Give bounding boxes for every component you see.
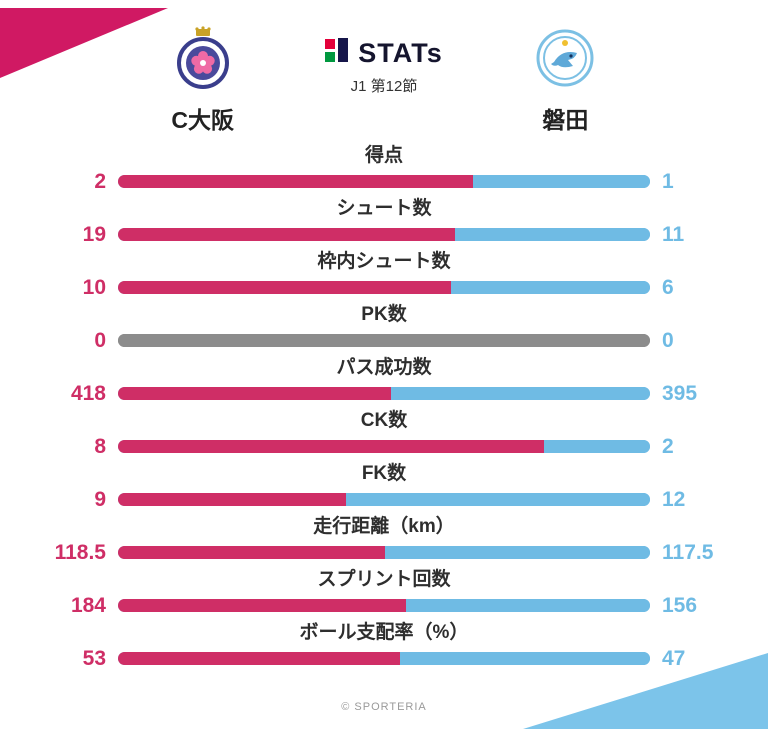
home-stat-value: 418 — [70, 382, 106, 405]
stats-list: 得点 2 1 シュート数 19 11 枠内シュート数 10 — [0, 135, 768, 673]
stat-row-corners: CK数 8 2 — [30, 408, 738, 461]
home-stat-value: 9 — [94, 488, 106, 511]
away-stat-value: 395 — [662, 382, 698, 405]
stat-label: シュート数 — [336, 198, 432, 219]
stat-row-goals: 得点 2 1 — [30, 143, 738, 196]
stat-row-passes: パス成功数 418 395 — [30, 355, 738, 408]
stat-bar — [118, 440, 650, 453]
away-stat-value: 0 — [662, 329, 674, 352]
stat-bar — [118, 652, 650, 665]
away-bar-segment — [472, 175, 650, 188]
stat-label: 得点 — [364, 145, 403, 166]
stat-row-freekicks: FK数 9 12 — [30, 461, 738, 514]
header: C大阪 STATs J1 第12節 磐田 — [0, 0, 768, 135]
credit-text: © SPORTERIA — [341, 701, 427, 713]
home-bar-segment — [118, 493, 347, 506]
stat-bar — [118, 599, 650, 612]
home-bar-segment — [118, 440, 544, 453]
stat-bar — [118, 546, 650, 559]
away-bar-segment — [391, 387, 650, 400]
away-team-column: 磐田 — [475, 26, 656, 135]
away-stat-value: 1 — [662, 170, 674, 193]
home-bar-segment — [118, 387, 392, 400]
home-bar-segment — [118, 546, 386, 559]
round-label: J1 第12節 — [350, 78, 418, 95]
home-bar-segment — [118, 175, 473, 188]
stat-bar — [118, 387, 650, 400]
stat-bar — [118, 281, 650, 294]
stat-bar — [118, 228, 650, 241]
home-stat-value: 0 — [94, 329, 106, 352]
home-team-name: C大阪 — [171, 107, 234, 133]
away-stat-value: 117.5 — [662, 541, 714, 564]
away-bar-segment — [384, 334, 650, 347]
stat-label: PK数 — [361, 304, 407, 325]
home-team-column: C大阪 — [112, 26, 293, 135]
away-bar-segment — [405, 599, 650, 612]
stat-label: CK数 — [360, 410, 408, 431]
home-stat-value: 53 — [82, 647, 106, 670]
home-stat-value: 8 — [94, 435, 106, 458]
home-bar-segment — [118, 228, 455, 241]
stat-bar — [118, 175, 650, 188]
stat-row-distance: 走行距離（km） 118.5 117.5 — [30, 514, 738, 567]
away-stat-value: 6 — [662, 276, 674, 299]
stat-row-shots-on-target: 枠内シュート数 10 6 — [30, 249, 738, 302]
away-bar-segment — [543, 440, 650, 453]
stat-row-possession: ボール支配率（%） 53 47 — [30, 620, 738, 673]
away-bar-segment — [346, 493, 650, 506]
home-stat-value: 10 — [82, 276, 106, 299]
jleague-logo-icon — [325, 38, 350, 69]
home-stat-value: 2 — [94, 170, 106, 193]
away-bar-segment — [450, 281, 650, 294]
home-bar-segment — [118, 652, 400, 665]
home-stat-value: 184 — [70, 594, 106, 617]
stat-row-shots: シュート数 19 11 — [30, 196, 738, 249]
stat-label: ボール支配率（%） — [299, 622, 469, 643]
away-bar-segment — [454, 228, 650, 241]
stat-bar — [118, 493, 650, 506]
stat-row-penalties: PK数 0 0 — [30, 302, 738, 355]
stat-label: 走行距離（km） — [313, 516, 455, 537]
stat-row-sprints: スプリント回数 184 156 — [30, 567, 738, 620]
away-stat-value: 11 — [662, 223, 685, 246]
stat-label: FK数 — [361, 463, 407, 484]
home-stat-value: 19 — [82, 223, 106, 246]
stat-label: パス成功数 — [336, 357, 432, 378]
stat-label: 枠内シュート数 — [317, 251, 451, 272]
stat-bar — [118, 334, 650, 347]
stat-label: スプリント回数 — [317, 569, 451, 590]
away-bar-segment — [385, 546, 650, 559]
away-team-crest — [535, 26, 595, 95]
stats-logo-block: STATs J1 第12節 — [293, 26, 474, 96]
away-stat-value: 12 — [662, 488, 686, 511]
away-stat-value: 156 — [662, 594, 698, 617]
away-bar-segment — [399, 652, 650, 665]
home-stat-value: 118.5 — [54, 541, 106, 564]
home-bar-segment — [118, 599, 406, 612]
home-team-crest — [174, 26, 232, 95]
home-bar-segment — [118, 281, 451, 294]
away-stat-value: 2 — [662, 435, 674, 458]
away-stat-value: 47 — [662, 647, 686, 670]
home-bar-segment — [118, 334, 384, 347]
stats-logo-text: STATs — [358, 38, 443, 68]
away-team-name: 磐田 — [542, 107, 589, 133]
